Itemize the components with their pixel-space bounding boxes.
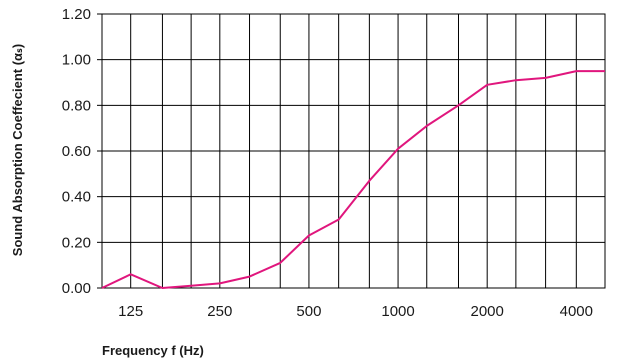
x-tick-label: 1000 [381, 303, 414, 320]
y-tick-label: 1.00 [62, 52, 91, 69]
y-axis-title: Sound Absorption Coeffecient (αₛ) [10, 44, 25, 256]
x-tick-label: 250 [207, 303, 232, 320]
x-axis-title: Frequency f (Hz) [102, 343, 204, 358]
series-line [101, 70, 605, 289]
x-tick-label: 2000 [470, 303, 503, 320]
y-tick-label: 1.20 [62, 6, 91, 23]
y-tick-label: 0.20 [62, 234, 91, 251]
y-axis-tick-labels: 0.00 0.20 0.40 0.60 0.80 1.00 1.20 [62, 6, 102, 297]
x-tick-label: 500 [296, 303, 321, 320]
horizontal-gridlines [102, 13, 605, 289]
x-tick-label: 4000 [560, 303, 593, 320]
x-tick-label: 125 [118, 303, 143, 320]
x-axis-tick-labels: 125 250 500 1000 2000 4000 [118, 303, 593, 320]
y-tick-label: 0.60 [62, 143, 91, 160]
y-tick-label: 0.40 [62, 189, 91, 206]
y-tick-label: 0.00 [62, 280, 91, 297]
y-tick-label: 0.80 [62, 97, 91, 114]
series-layer [101, 70, 605, 289]
